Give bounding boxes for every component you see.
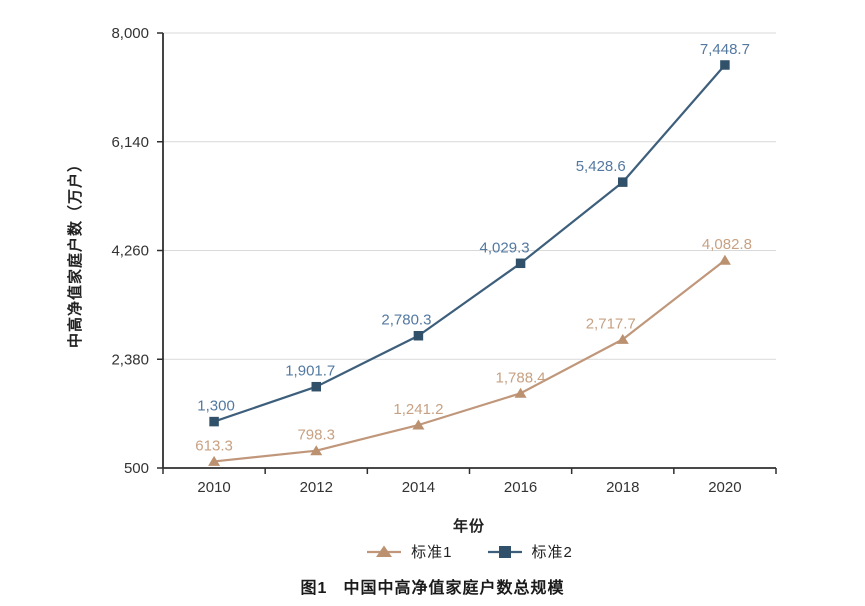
data-point-square	[209, 416, 219, 427]
x-tick-label: 2016	[504, 479, 537, 496]
data-point-triangle	[310, 445, 323, 456]
legend-label-standard2: 标准2	[531, 544, 573, 561]
y-tick-label: 500	[124, 460, 149, 477]
legend-item-standard2: 标准2	[487, 541, 573, 562]
legend-label-standard1: 标准1	[411, 544, 453, 561]
square-marker-icon	[487, 546, 522, 558]
legend-item-standard1: 标准1	[366, 541, 452, 562]
x-axis-title: 年份	[453, 517, 485, 535]
axes: 500 2,380 4,260 6,140 8,000 2010 2012 2014 2016 2…	[111, 25, 777, 496]
data-point-triangle	[412, 419, 425, 430]
series-layer: 613.3 798.3 1,241.2 1,788.4 2,717.7 4,082.8 1,…	[195, 41, 752, 466]
y-tick-label: 2,380	[111, 351, 149, 368]
x-tick-label: 2012	[300, 479, 333, 496]
x-tick-label: 2020	[708, 479, 741, 496]
data-point-label: 1,241.2	[393, 401, 443, 418]
y-tick-label: 8,000	[111, 25, 149, 42]
data-point-label: 2,717.7	[586, 315, 636, 332]
data-point-square	[515, 258, 526, 269]
data-point-label: 798.3	[297, 427, 335, 444]
y-tick-label: 6,140	[111, 134, 149, 151]
data-point-label: 2,780.3	[381, 312, 431, 329]
data-point-label: 1,901.7	[285, 363, 335, 380]
data-point-label: 5,428.6	[576, 158, 626, 175]
y-axis-title: 中高净值家庭户数（万户）	[66, 156, 84, 348]
data-point-label: 4,082.8	[702, 236, 752, 253]
x-tick-label: 2018	[606, 479, 639, 496]
data-point-square	[413, 330, 424, 341]
data-point-triangle	[718, 254, 731, 265]
gridlines	[163, 32, 776, 360]
data-point-square	[720, 60, 730, 70]
data-point-triangle	[208, 455, 221, 466]
triangle-marker-icon	[367, 545, 402, 557]
chart-legend: 标准1 标准2	[163, 541, 776, 562]
data-point-label: 7,448.7	[700, 41, 750, 58]
data-point-square	[618, 177, 628, 187]
caption-number: 图1	[300, 580, 328, 597]
x-tick-label: 2010	[197, 479, 230, 496]
series-line-2	[212, 63, 727, 423]
x-tick-label: 2014	[402, 479, 435, 496]
y-tick-label: 4,260	[111, 243, 149, 260]
data-point-label: 1,300	[197, 398, 235, 415]
data-point-square	[311, 381, 321, 392]
data-point-triangle	[514, 387, 527, 398]
caption-text: 中国中高净值家庭户数总规模	[343, 580, 565, 597]
figure-caption: 图1 中国中高净值家庭户数总规模	[0, 574, 865, 598]
series-line-1	[212, 259, 727, 463]
data-point-triangle	[616, 333, 629, 344]
data-point-label: 613.3	[195, 437, 233, 454]
data-point-label: 1,788.4	[496, 369, 546, 386]
data-point-label: 4,029.3	[480, 239, 530, 256]
